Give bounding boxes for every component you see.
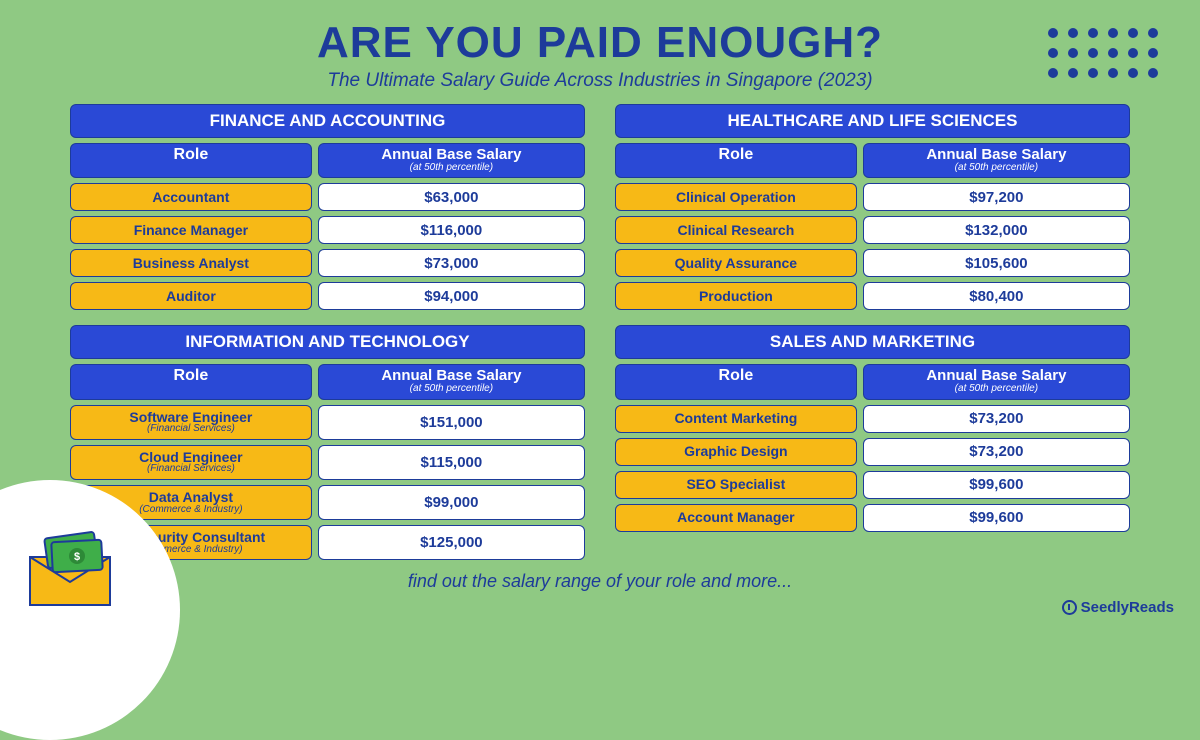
money-envelope-icon: $ <box>20 527 120 612</box>
table-row: Data Analyst(Commerce & Industry)$99,000 <box>70 485 585 520</box>
salary-cell: $115,000 <box>318 445 585 480</box>
role-cell: Clinical Operation <box>615 183 857 211</box>
salary-cell: $99,600 <box>863 504 1130 532</box>
table-row: Business Analyst$73,000 <box>70 249 585 277</box>
table-row: Account Manager$99,600 <box>615 504 1130 532</box>
col-role-header: Role <box>70 143 312 178</box>
decorative-dots <box>1048 28 1160 80</box>
footer-text: find out the salary range of your role a… <box>0 571 1200 592</box>
salary-cell: $73,200 <box>863 438 1130 466</box>
page-title: ARE YOU PAID ENOUGH? <box>0 18 1200 68</box>
table-row: Cloud Engineer(Financial Services)$115,0… <box>70 445 585 480</box>
col-role-header: Role <box>615 143 857 178</box>
role-cell: Software Engineer(Financial Services) <box>70 405 312 440</box>
table-row: Quality Assurance$105,600 <box>615 249 1130 277</box>
sector-block: HEALTHCARE AND LIFE SCIENCES RoleAnnual B… <box>615 104 1130 315</box>
salary-grid: FINANCE AND ACCOUNTINGRoleAnnual Base Sa… <box>0 92 1200 565</box>
column-header: RoleAnnual Base Salary(at 50th percentil… <box>70 143 585 178</box>
col-salary-header: Annual Base Salary(at 50th percentile) <box>863 364 1130 399</box>
role-cell: Cloud Engineer(Financial Services) <box>70 445 312 480</box>
table-row: Graphic Design$73,200 <box>615 438 1130 466</box>
col-salary-header: Annual Base Salary(at 50th percentile) <box>318 364 585 399</box>
salary-cell: $97,200 <box>863 183 1130 211</box>
role-cell: Quality Assurance <box>615 249 857 277</box>
svg-text:$: $ <box>74 551 80 563</box>
salary-cell: $73,000 <box>318 249 585 277</box>
header: ARE YOU PAID ENOUGH? The Ultimate Salary… <box>0 0 1200 92</box>
salary-cell: $105,600 <box>863 249 1130 277</box>
salary-cell: $132,000 <box>863 216 1130 244</box>
role-cell: Finance Manager <box>70 216 312 244</box>
salary-cell: $94,000 <box>318 282 585 310</box>
sector-block: SALES AND MARKETING RoleAnnual Base Salar… <box>615 325 1130 565</box>
table-row: Clinical Operation$97,200 <box>615 183 1130 211</box>
role-cell: SEO Specialist <box>615 471 857 499</box>
column-header: RoleAnnual Base Salary(at 50th percentil… <box>615 364 1130 399</box>
table-row: SEO Specialist$99,600 <box>615 471 1130 499</box>
column-header: RoleAnnual Base Salary(at 50th percentil… <box>615 143 1130 178</box>
sector-title: HEALTHCARE AND LIFE SCIENCES <box>615 104 1130 138</box>
page-subtitle: The Ultimate Salary Guide Across Industr… <box>0 70 1200 92</box>
salary-cell: $125,000 <box>318 525 585 560</box>
table-row: Clinical Research$132,000 <box>615 216 1130 244</box>
role-cell: Account Manager <box>615 504 857 532</box>
sector-block: FINANCE AND ACCOUNTING RoleAnnual Base Sa… <box>70 104 585 315</box>
col-role-header: Role <box>615 364 857 399</box>
role-cell: Production <box>615 282 857 310</box>
salary-cell: $151,000 <box>318 405 585 440</box>
role-cell: Accountant <box>70 183 312 211</box>
table-row: Accountant$63,000 <box>70 183 585 211</box>
role-cell: Graphic Design <box>615 438 857 466</box>
role-cell: Business Analyst <box>70 249 312 277</box>
brand-icon <box>1062 600 1077 615</box>
salary-cell: $99,600 <box>863 471 1130 499</box>
table-row: Content Marketing$73,200 <box>615 405 1130 433</box>
role-cell: Clinical Research <box>615 216 857 244</box>
brand-logo: SeedlyReads <box>1062 599 1174 616</box>
brand-text: SeedlyReads <box>1081 599 1174 616</box>
table-row: Finance Manager$116,000 <box>70 216 585 244</box>
salary-cell: $116,000 <box>318 216 585 244</box>
col-salary-header: Annual Base Salary(at 50th percentile) <box>318 143 585 178</box>
salary-cell: $99,000 <box>318 485 585 520</box>
salary-cell: $63,000 <box>318 183 585 211</box>
table-row: Software Engineer(Financial Services)$15… <box>70 405 585 440</box>
role-cell: Auditor <box>70 282 312 310</box>
column-header: RoleAnnual Base Salary(at 50th percentil… <box>70 364 585 399</box>
sector-title: FINANCE AND ACCOUNTING <box>70 104 585 138</box>
table-row: Production$80,400 <box>615 282 1130 310</box>
col-salary-header: Annual Base Salary(at 50th percentile) <box>863 143 1130 178</box>
col-role-header: Role <box>70 364 312 399</box>
table-row: Auditor$94,000 <box>70 282 585 310</box>
sector-title: SALES AND MARKETING <box>615 325 1130 359</box>
salary-cell: $73,200 <box>863 405 1130 433</box>
sector-title: INFORMATION AND TECHNOLOGY <box>70 325 585 359</box>
role-cell: Content Marketing <box>615 405 857 433</box>
salary-cell: $80,400 <box>863 282 1130 310</box>
